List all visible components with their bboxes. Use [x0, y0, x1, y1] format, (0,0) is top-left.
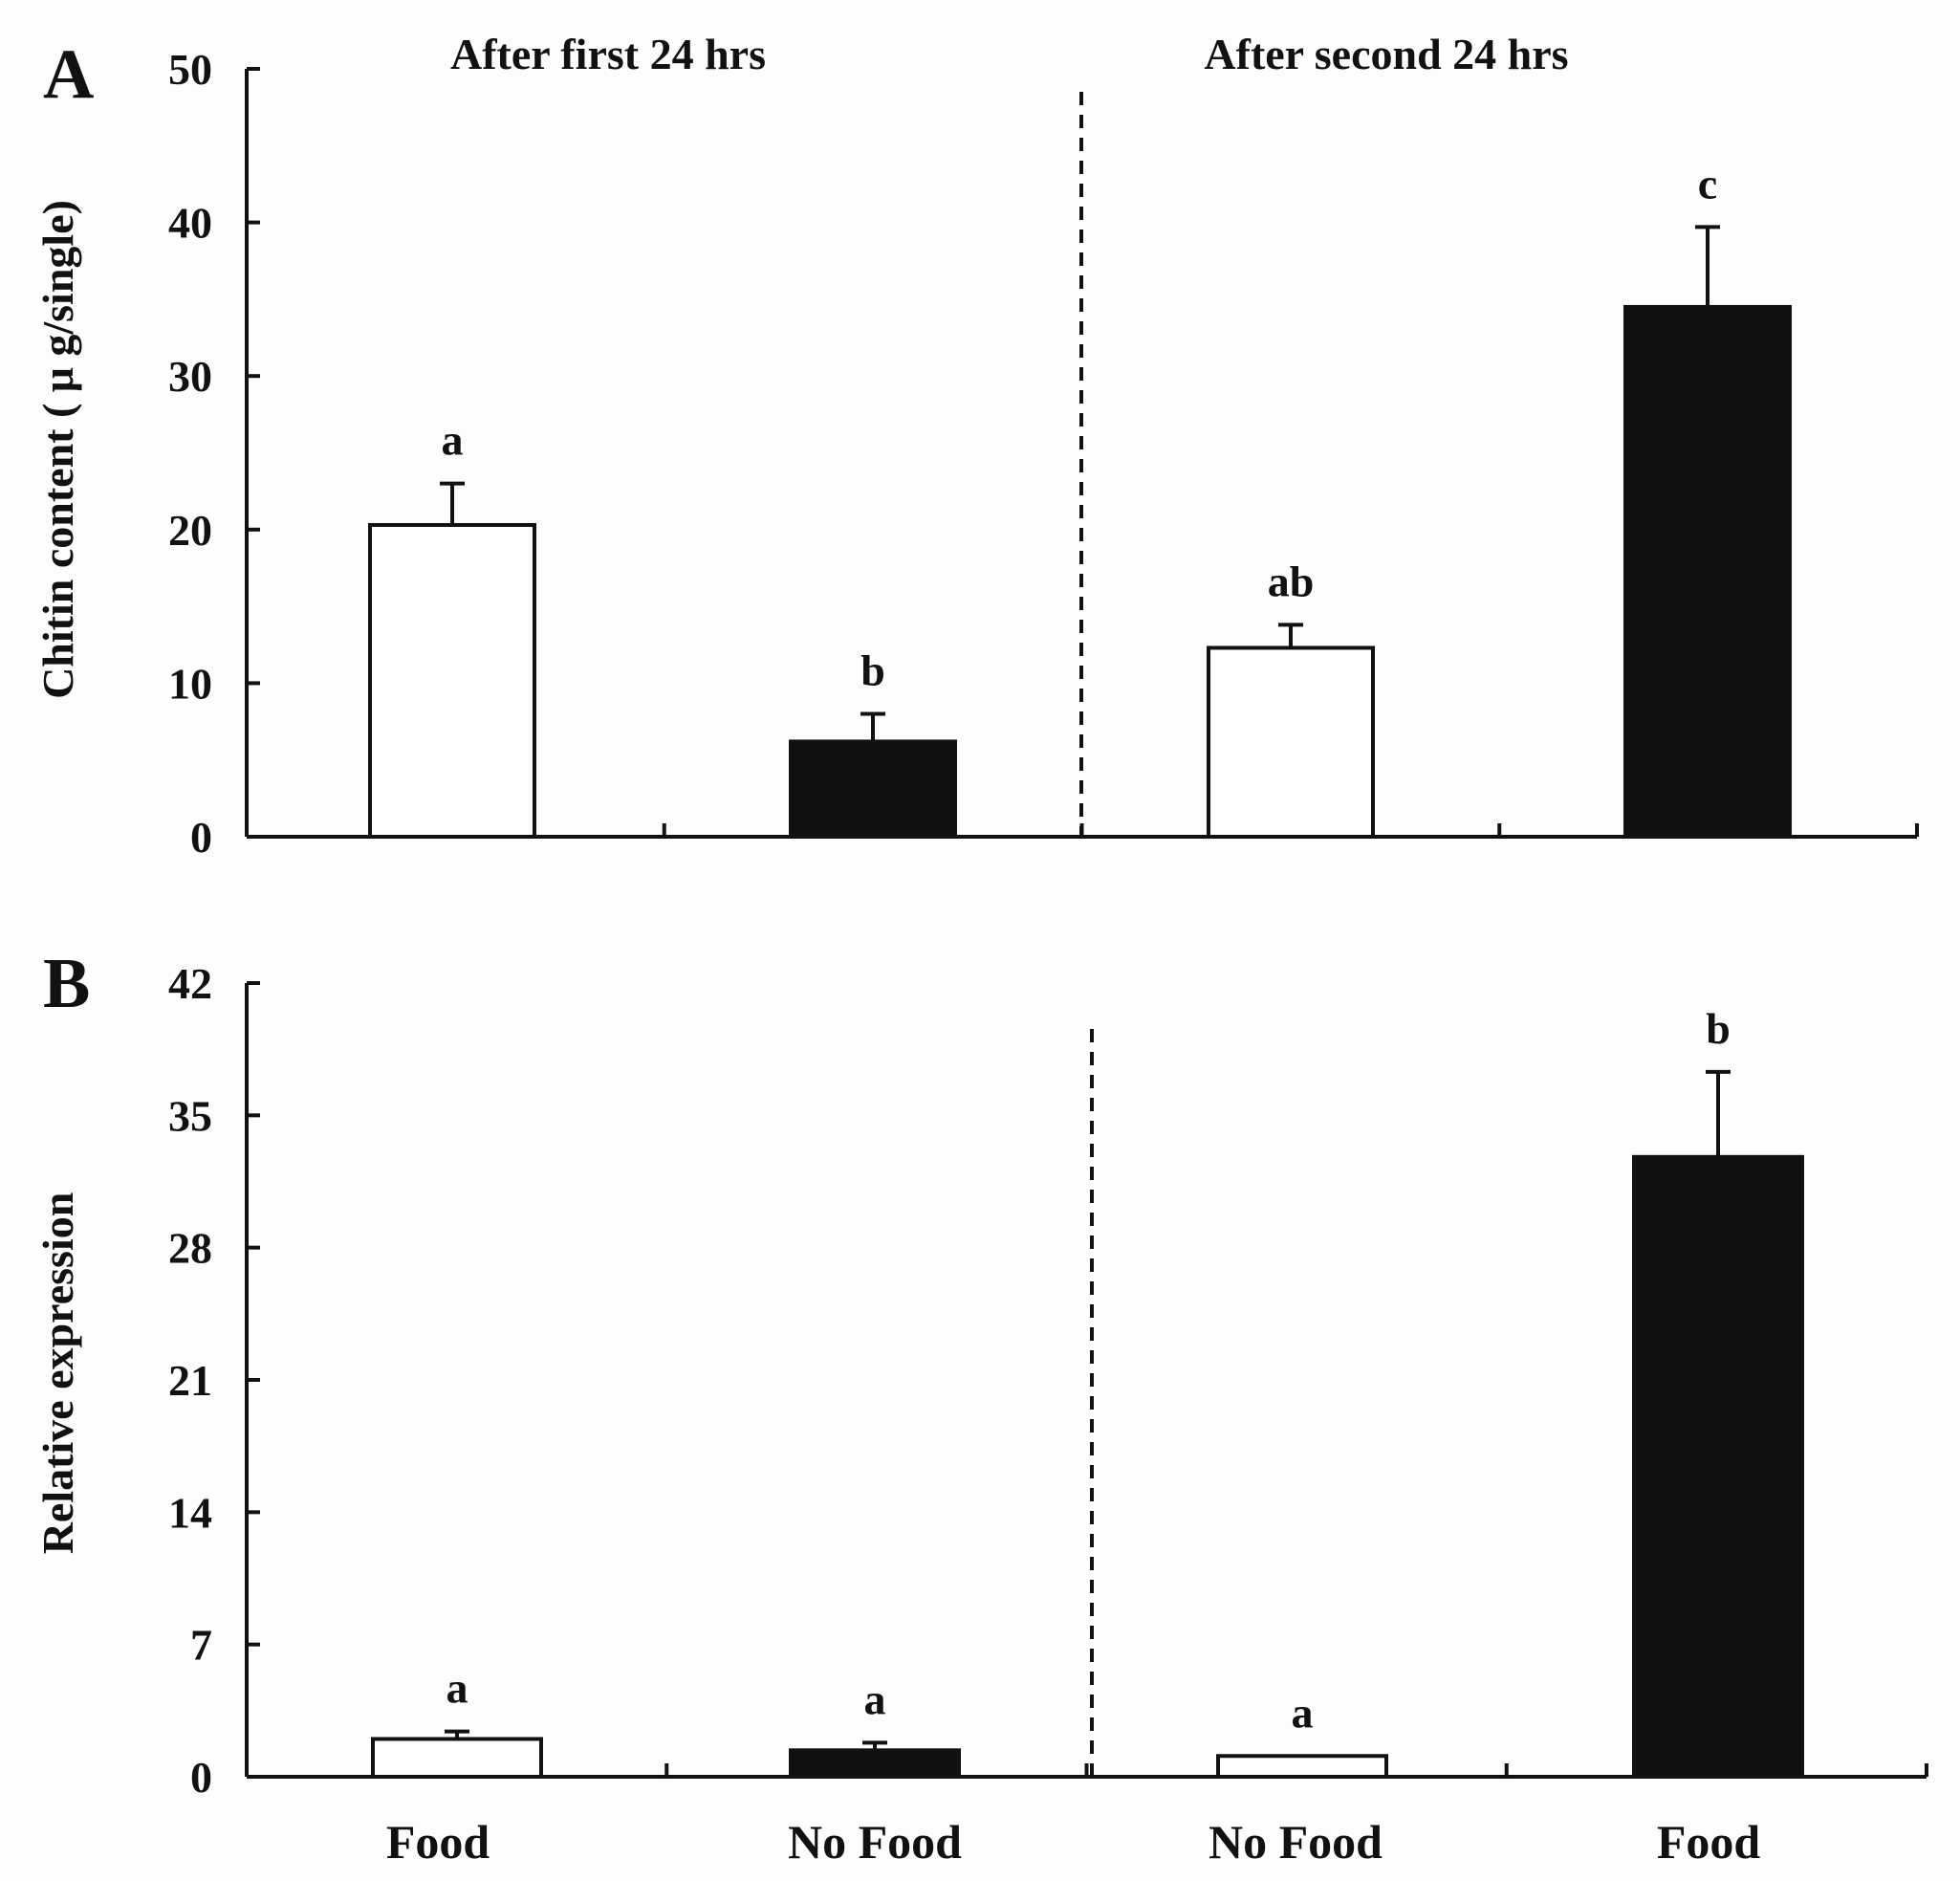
x-tick-label: Food — [386, 1815, 490, 1869]
y-tick-label: 7 — [190, 1621, 212, 1670]
y-tick-label: 20 — [168, 506, 212, 555]
significance-label: b — [860, 646, 885, 695]
x-tick-label: No Food — [788, 1815, 962, 1869]
bar — [1207, 645, 1375, 839]
bar — [371, 1737, 543, 1780]
period-label-first: After first 24 hrs — [450, 30, 766, 78]
y-tick-label: 10 — [168, 659, 212, 708]
bar — [1216, 1754, 1388, 1780]
y-tick-label: 28 — [168, 1224, 212, 1273]
x-tick-label: Food — [1657, 1815, 1761, 1869]
significance-label: a — [442, 416, 464, 465]
significance-label: a — [1292, 1688, 1314, 1737]
y-tick-label: 35 — [168, 1091, 212, 1140]
bar — [1632, 1154, 1804, 1780]
y-tick-label: 50 — [168, 45, 212, 94]
y-tick-label: 21 — [168, 1356, 212, 1405]
y-tick-label: 40 — [168, 199, 212, 248]
y-tick-label: 0 — [190, 1753, 212, 1802]
y-tick-label: 30 — [168, 352, 212, 401]
bar — [1623, 304, 1792, 839]
panel-label-b: B — [43, 945, 90, 1023]
y-axis-label-b: Relative expression — [33, 1192, 82, 1555]
significance-label: a — [864, 1674, 886, 1723]
y-tick-label: 0 — [190, 813, 212, 862]
x-tick-label: No Food — [1209, 1815, 1383, 1869]
significance-label: c — [1698, 159, 1717, 208]
bar — [789, 739, 957, 839]
bar — [368, 522, 536, 839]
y-tick-label: 42 — [168, 959, 212, 1008]
panel-label-a: A — [43, 35, 94, 114]
y-axis-label-a: Chitin content ( μ g/single) — [33, 200, 82, 699]
period-label-second: After second 24 hrs — [1204, 30, 1568, 78]
significance-label: b — [1706, 1004, 1731, 1053]
panel-b: 0 7 14 21 28 35 42 a a a b — [168, 959, 1928, 1802]
bar — [789, 1748, 961, 1780]
significance-label: a — [446, 1664, 468, 1713]
significance-label: ab — [1268, 557, 1315, 605]
y-tick-label: 14 — [168, 1488, 212, 1537]
